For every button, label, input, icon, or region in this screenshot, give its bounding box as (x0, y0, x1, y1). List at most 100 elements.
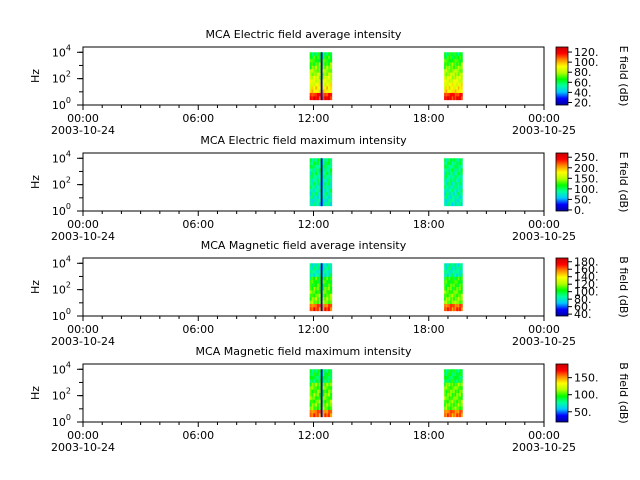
spectrogram-cell (315, 82, 318, 87)
spectrogram-cell (313, 168, 316, 173)
spectrogram-cell (456, 263, 459, 268)
x-tick-label: 00:00 (528, 323, 560, 336)
y-axis-label: Hz (29, 386, 42, 400)
spectrogram-cell (451, 290, 454, 295)
spectrogram-cell (448, 82, 451, 87)
spectrogram-cell (315, 182, 318, 186)
spectrogram-cell (457, 72, 460, 77)
spectrogram-cell (320, 372, 323, 377)
spectrogram-cell (447, 65, 450, 70)
spectrogram-cell (326, 192, 329, 196)
spectrogram-cell (445, 82, 448, 87)
spectrogram-cell (444, 65, 447, 70)
spectrogram-cell (448, 376, 451, 380)
spectrogram-cell (320, 413, 323, 418)
spectrogram-cell (313, 195, 316, 200)
spectrogram-cell (444, 79, 447, 84)
spectrogram-cell (322, 171, 325, 176)
spectrogram-cell (444, 266, 447, 271)
y-tick-label: 102 (52, 387, 71, 403)
spectrogram-cell (453, 273, 456, 278)
spectrogram-cell (456, 406, 459, 411)
spectrogram-cell (451, 195, 454, 200)
spectrogram-cell (450, 270, 453, 274)
y-tick-base: 10 (52, 416, 66, 429)
spectrogram-cell (453, 376, 456, 380)
spectrogram-cell (322, 89, 325, 94)
spectrogram-cell (328, 96, 331, 101)
spectrogram-cell (324, 266, 327, 271)
spectrogram-cell (453, 406, 456, 411)
spectrogram-cell (313, 266, 316, 271)
spectrogram-cell (313, 59, 316, 63)
spectrogram-cell (326, 171, 329, 176)
spectrogram-cell (315, 158, 318, 163)
spectrogram-cell (457, 389, 460, 394)
spectrogram-cell (460, 185, 463, 190)
spectrogram-cell (317, 178, 320, 183)
spectrogram-cell (324, 79, 327, 84)
spectrogram-cell (329, 161, 333, 166)
spectrogram-cell (459, 276, 462, 281)
spectrogram-cell (322, 413, 325, 418)
y-tick-label: 104 (52, 149, 71, 165)
spectrogram-cell (317, 182, 320, 186)
spectrogram-cell (447, 379, 450, 384)
spectrogram-cell (460, 178, 463, 183)
spectrogram-cell (317, 195, 320, 200)
spectrogram-cell (326, 158, 329, 163)
spectrogram-cell (309, 270, 312, 274)
spectrogram-cell (451, 396, 454, 401)
spectrogram-cell (313, 188, 316, 193)
spectrogram-cell (451, 86, 454, 90)
spectrogram-cell (318, 195, 322, 200)
spectrogram-segment-1 (309, 369, 333, 418)
spectrogram-cell (457, 273, 460, 278)
spectrogram-cell (317, 297, 320, 301)
spectrogram-cell (447, 158, 450, 163)
spectrogram-cell (322, 276, 325, 281)
spectrogram-cell (450, 72, 453, 77)
spectrogram-cell (454, 263, 457, 268)
spectrogram-cell (451, 182, 454, 186)
spectrogram-cell (318, 386, 322, 391)
spectrogram-cell (445, 293, 448, 298)
spectrogram-cell (309, 168, 312, 173)
spectrogram-cell (309, 161, 312, 166)
spectrogram-cell (309, 92, 312, 97)
spectrogram-cell (322, 178, 325, 183)
spectrogram-cell (453, 168, 456, 173)
colorbar-label: E field (dB) (617, 46, 630, 107)
spectrogram-cell (320, 52, 323, 57)
spectrogram-cell (320, 273, 323, 278)
spectrogram-cell (328, 382, 331, 387)
x-tick-label: 06:00 (182, 323, 214, 336)
spectrogram-cell (317, 396, 320, 401)
spectrogram-cell (445, 283, 448, 288)
spectrogram-cell (324, 175, 327, 180)
spectrogram-cell (453, 386, 456, 391)
spectrogram-cell (320, 276, 323, 281)
colorbar-label: E field (dB) (617, 152, 630, 213)
spectrogram-cell (460, 270, 463, 274)
spectrogram-cell (324, 62, 327, 67)
spectrogram-cell (448, 287, 451, 291)
spectrogram-cell (447, 300, 450, 305)
spectrogram-cell (328, 413, 331, 418)
spectrogram-cell (450, 202, 453, 207)
spectrogram-cell (317, 303, 320, 308)
y-tick-label: 104 (52, 254, 71, 270)
spectrogram-cell (456, 69, 459, 74)
spectrogram-cell (457, 287, 460, 291)
spectrogram-cell (456, 393, 459, 397)
spectrogram-cell (444, 379, 447, 384)
spectrogram-cell (444, 389, 447, 394)
spectrogram-cell (448, 280, 451, 285)
spectrogram-cell (318, 89, 322, 94)
spectrogram-cell (320, 168, 323, 173)
spectrogram-cell (451, 369, 454, 374)
spectrogram-cell (328, 266, 331, 271)
spectrogram-cell (459, 185, 462, 190)
spectrogram-cell (457, 202, 460, 207)
spectrogram-cell (318, 303, 322, 308)
